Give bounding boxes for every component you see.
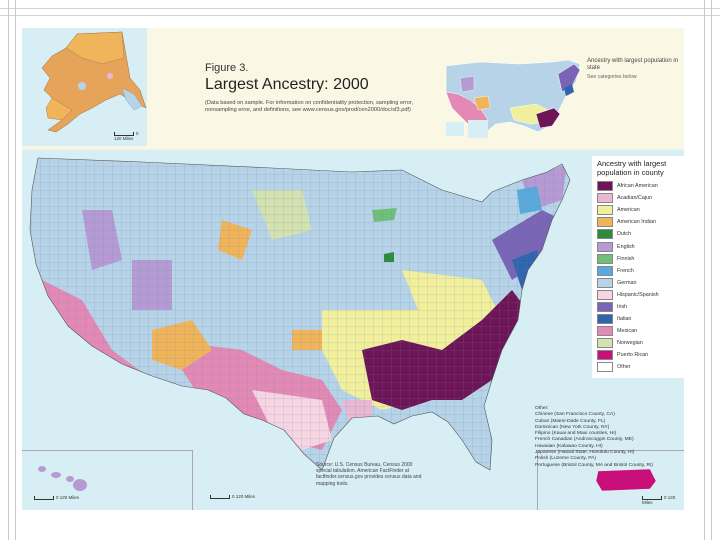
- legend-label: Puerto Rican: [617, 352, 649, 359]
- alaska-map: [41, 31, 147, 133]
- legend-swatch: [597, 301, 613, 312]
- ancestry-figure: 0 120 Miles Figure 3. Largest Ancestry: …: [22, 28, 684, 510]
- legend-swatch: [597, 265, 613, 276]
- legend-title: Ancestry with largest population in coun…: [597, 159, 667, 177]
- hawaii-inset: 0 120 Miles: [22, 450, 193, 510]
- other-ancestry-item: Hawaiian (Kalawao County, HI): [535, 443, 603, 449]
- legend-list: African American Acadian/Cajun American Ame…: [597, 180, 680, 374]
- legend-swatch: [597, 253, 613, 264]
- state-inset-subcaption: See categories below: [587, 74, 637, 80]
- legend-label: Italian: [617, 316, 632, 323]
- legend-item: Mexican: [597, 325, 680, 337]
- legend-label: English: [617, 243, 635, 250]
- other-ancestry-item: French Canadian (Androscoggin County, ME…: [535, 437, 634, 443]
- legend-label: Dutch: [617, 231, 632, 238]
- other-ancestry-item: Chinese (San Francisco County, CA): [535, 412, 615, 418]
- alaska-inset: 0 120 Miles: [22, 28, 147, 146]
- legend-label: Other: [617, 364, 631, 371]
- legend-item: American Indian: [597, 216, 680, 228]
- legend-label: African American: [617, 183, 658, 190]
- legend-swatch: [597, 217, 613, 228]
- other-ancestry-item: Other:: [535, 406, 549, 411]
- state-inset-northeast: [557, 63, 581, 93]
- other-ancestry-item: Filipino (Kauai and Maui counties, HI): [535, 431, 617, 437]
- state-inset-map: [440, 52, 585, 147]
- legend-swatch: [597, 338, 613, 349]
- puerto-rico-map: [595, 468, 657, 492]
- legend-label: Hispanic/Spanish: [617, 291, 659, 298]
- alaska-scale: 0 120 Miles: [114, 131, 139, 141]
- legend-swatch: [597, 289, 613, 300]
- hawaii-map: [38, 466, 87, 491]
- legend-item: Irish: [597, 301, 680, 313]
- puerto-rico-shape: [595, 468, 657, 492]
- legend-swatch: [597, 241, 613, 252]
- legend-item: African American: [597, 180, 680, 192]
- puerto-rico-inset: 0 120 Miles: [537, 450, 684, 510]
- other-ancestry-item: Portuguese (Bristol County, MA and Brist…: [535, 462, 654, 468]
- other-ancestry-item: Dominican (New York County, NY): [535, 424, 610, 430]
- puerto-rico-scale: 0 120 Miles: [642, 495, 676, 505]
- state-inset-african-american: [535, 107, 561, 129]
- legend-swatch: [597, 277, 613, 288]
- legend-label: Mexican: [617, 328, 638, 335]
- legend-swatch: [597, 314, 613, 325]
- legend-item: Finnish: [597, 253, 680, 265]
- state-inset-italian: [564, 84, 574, 96]
- other-ancestry-item: Japanese (Hawaii State, Honolulu County,…: [535, 450, 635, 456]
- legend-item: Italian: [597, 313, 680, 325]
- legend-label: French: [617, 267, 634, 274]
- legend-swatch: [597, 362, 613, 373]
- alaska-southwest: [45, 97, 73, 121]
- legend-label: Acadian/Cajun: [617, 195, 653, 202]
- other-ancestry-item: Cuban (Miami-Dade County, FL): [535, 418, 606, 424]
- conus-scale: 0 120 Miles: [210, 494, 255, 499]
- legend-swatch: [597, 350, 613, 361]
- legend-swatch: [597, 181, 613, 192]
- state-inset-english: [459, 75, 475, 93]
- legend-label: American Indian: [617, 219, 656, 226]
- alaska-north-region: [65, 31, 125, 65]
- figure-number: Figure 3.: [205, 62, 249, 74]
- county-map: [29, 157, 571, 471]
- other-ancestry-item: Polish (Luzerne County, PA): [535, 456, 596, 462]
- legend-item: American: [597, 204, 680, 216]
- alaska-southeast: [121, 87, 143, 111]
- state-inset-caption: Ancestry with largest population in stat…: [587, 58, 682, 81]
- legend-item: Acadian/Cajun: [597, 192, 680, 204]
- us-outline: [29, 157, 571, 471]
- legend-label: Irish: [617, 303, 628, 310]
- legend-item: French: [597, 265, 680, 277]
- legend-item: German: [597, 277, 680, 289]
- legend-label: German: [617, 279, 637, 286]
- legend-item: Puerto Rican: [597, 349, 680, 361]
- legend-item: Norwegian: [597, 337, 680, 349]
- legend-item: Other: [597, 361, 680, 373]
- legend-item: Hispanic/Spanish: [597, 289, 680, 301]
- legend-swatch: [597, 193, 613, 204]
- source-note: Source: U.S. Census Bureau, Census 2000 …: [316, 462, 422, 487]
- legend-swatch: [597, 229, 613, 240]
- figure-note: (Data based on sample. For information o…: [205, 100, 414, 113]
- figure-title: Largest Ancestry: 2000: [205, 76, 369, 93]
- slide-left-border: [8, 0, 16, 540]
- legend-swatch: [597, 326, 613, 337]
- state-inset-indian: [473, 95, 491, 111]
- hawaii-scale: 0 120 Miles: [34, 495, 79, 500]
- legend-swatch: [597, 205, 613, 216]
- legend-label: Finnish: [617, 255, 635, 262]
- slide-right-border: [704, 0, 712, 540]
- legend-label: Norwegian: [617, 340, 643, 347]
- legend-item: Dutch: [597, 228, 680, 240]
- legend-item: English: [597, 240, 680, 252]
- slide-top-border: [0, 8, 720, 16]
- state-inset-caption-text: Ancestry with largest population in stat…: [587, 58, 679, 71]
- legend-label: American: [617, 207, 640, 214]
- county-map-area: 0 120 Miles 0 120 Miles 0 120 Miles: [22, 150, 684, 510]
- title-block: Figure 3. Largest Ancestry: 2000 (Data b…: [205, 62, 445, 114]
- county-legend: Ancestry with largest population in coun…: [592, 156, 684, 378]
- other-ancestry-list: Other: Chinese (San Francisco County, CA)…: [535, 406, 683, 469]
